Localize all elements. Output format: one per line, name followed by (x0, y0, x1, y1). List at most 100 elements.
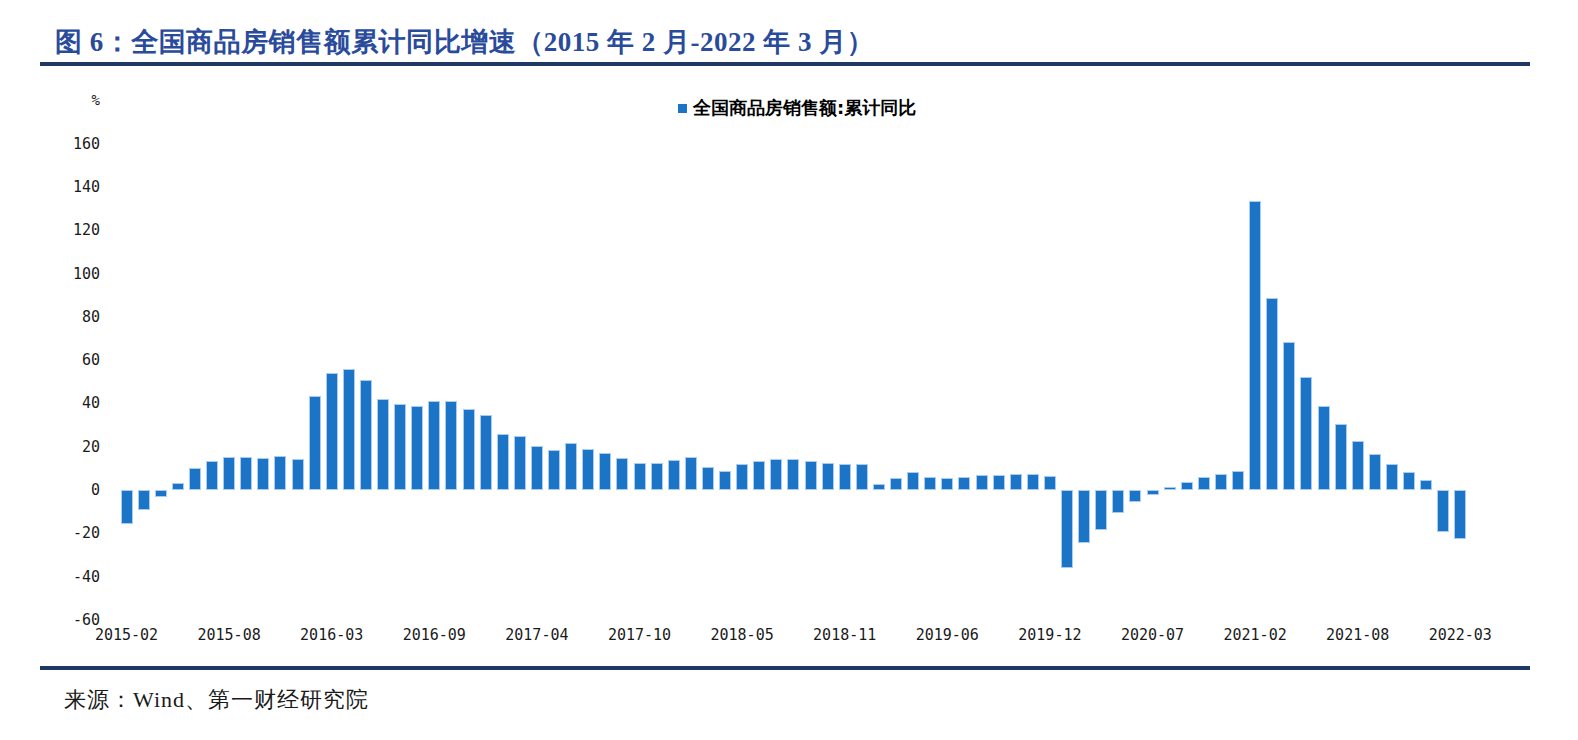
bar (497, 434, 509, 490)
bar (1420, 480, 1432, 490)
y-axis-tick-label: 40 (55, 394, 100, 412)
x-axis-tick-label: 2017-04 (497, 626, 577, 644)
bar (172, 483, 184, 490)
bar (394, 404, 406, 490)
x-axis-tick-label: 2017-10 (600, 626, 680, 644)
bar (787, 459, 799, 490)
source-attribution: 来源：Wind、第一财经研究院 (64, 685, 369, 715)
bar (445, 401, 457, 490)
bar (189, 468, 201, 490)
bar (1181, 482, 1193, 490)
y-axis-tick-label: 120 (55, 221, 100, 239)
bar (309, 396, 321, 490)
bar (121, 490, 133, 524)
bar (1198, 477, 1210, 490)
y-axis-tick-label: 80 (55, 308, 100, 326)
bar (1369, 454, 1381, 490)
bar (668, 460, 680, 490)
x-axis-tick-label: 2015-02 (87, 626, 167, 644)
bar (1283, 342, 1295, 490)
bar (1249, 201, 1261, 490)
bar (702, 467, 714, 490)
bar (719, 471, 731, 490)
y-axis-tick-label: 0 (55, 481, 100, 499)
source-divider-line (40, 666, 1530, 670)
x-axis-tick-label: 2015-08 (189, 626, 269, 644)
bar (1215, 474, 1227, 490)
x-axis-tick-label: 2019-06 (907, 626, 987, 644)
bar (1010, 474, 1022, 490)
bar (1027, 474, 1039, 490)
bar (1095, 490, 1107, 530)
bar (1232, 471, 1244, 490)
x-axis-tick-label: 2022-03 (1420, 626, 1500, 644)
x-axis-tick-label: 2021-02 (1215, 626, 1295, 644)
chart-legend: 全国商品房销售额:累计同比 (678, 96, 916, 120)
x-axis-tick-label: 2020-07 (1113, 626, 1193, 644)
bar (377, 399, 389, 490)
bar (1164, 487, 1176, 490)
bar (924, 477, 936, 490)
bar (548, 450, 560, 490)
bar (463, 409, 475, 490)
y-axis-tick-label: 60 (55, 351, 100, 369)
bar (1044, 476, 1056, 490)
bar (993, 475, 1005, 490)
bar (1437, 490, 1449, 532)
bar-chart: % 全国商品房销售额:累计同比 160140120100806040200-20… (0, 0, 1578, 740)
bar (1386, 464, 1398, 490)
bar (1335, 424, 1347, 490)
x-axis-tick-label: 2019-12 (1010, 626, 1090, 644)
bar (206, 461, 218, 490)
bar (1129, 490, 1141, 502)
bar (514, 436, 526, 490)
bar (1454, 490, 1466, 539)
y-axis-tick-label: -20 (55, 524, 100, 542)
bar (1078, 490, 1090, 543)
bar (1318, 406, 1330, 490)
bar (1061, 490, 1073, 568)
legend-swatch-icon (678, 104, 687, 113)
bar (599, 453, 611, 490)
bar (1266, 298, 1278, 490)
bar (822, 463, 834, 490)
bar (326, 373, 338, 490)
bar (685, 457, 697, 490)
bar (1403, 472, 1415, 490)
bar (1352, 441, 1364, 490)
bar (805, 461, 817, 490)
bar (257, 458, 269, 490)
bar (890, 478, 902, 490)
bar (565, 443, 577, 490)
bar (274, 456, 286, 490)
bar (1300, 377, 1312, 490)
bar (1112, 490, 1124, 513)
y-axis-tick-label: 160 (55, 135, 100, 153)
bar (411, 406, 423, 490)
bar (651, 463, 663, 490)
bar (531, 446, 543, 490)
y-axis-tick-label: 20 (55, 438, 100, 456)
bar (616, 458, 628, 490)
bar (976, 475, 988, 490)
bar (770, 459, 782, 490)
bar (360, 380, 372, 490)
bar (1147, 490, 1159, 495)
bar (736, 464, 748, 490)
y-axis-tick-label: -40 (55, 568, 100, 586)
x-axis-tick-label: 2021-08 (1318, 626, 1398, 644)
x-axis-tick-label: 2018-05 (702, 626, 782, 644)
bar (480, 415, 492, 490)
bar (343, 369, 355, 490)
x-axis-tick-label: 2016-03 (292, 626, 372, 644)
bar (907, 472, 919, 490)
bar (428, 401, 440, 490)
bar (856, 464, 868, 490)
y-axis-tick-label: 140 (55, 178, 100, 196)
bar (839, 464, 851, 490)
y-axis-unit-label: % (60, 92, 100, 108)
bar (582, 449, 594, 490)
bar (873, 484, 885, 490)
x-axis-tick-label: 2016-09 (394, 626, 474, 644)
bar (223, 457, 235, 490)
